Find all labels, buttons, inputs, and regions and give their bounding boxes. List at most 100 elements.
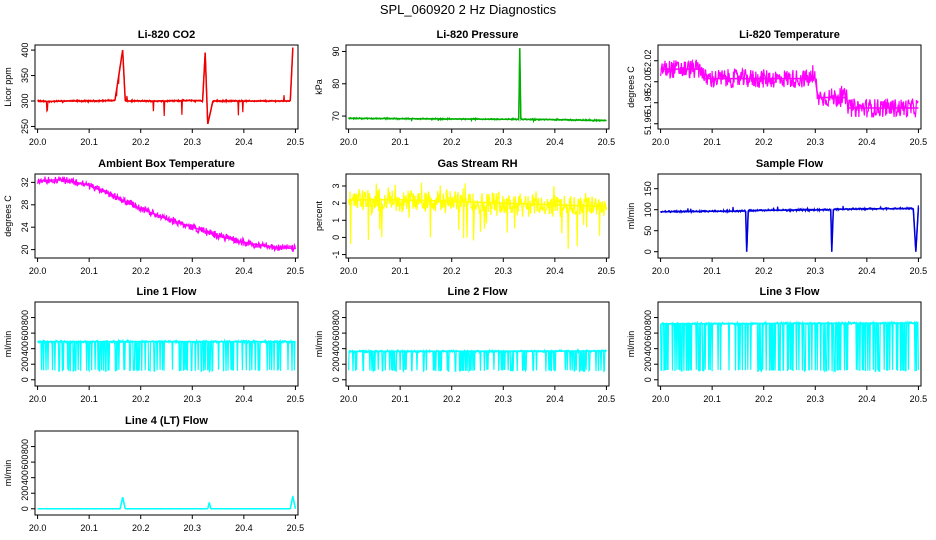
y-axis-label: ml/min	[3, 460, 13, 487]
y-tick-label: 0	[643, 249, 653, 254]
data-point-segment	[289, 496, 294, 509]
y-tick-label: 400	[643, 341, 653, 356]
y-tick-label: 200	[331, 357, 341, 372]
chart-title: Line 3 Flow	[760, 286, 820, 298]
data-point-segment	[915, 207, 920, 252]
y-tick-label: 250	[20, 119, 30, 134]
chart-panel-sample-flow: Sample Flow ml/min 20.0 20.1 20.2 20.3 20.4 20.…	[626, 158, 927, 276]
data-point-segment	[554, 204, 607, 208]
x-tick-label: 20.0	[29, 266, 47, 276]
y-tick-label: 400	[331, 341, 341, 356]
x-tick-label: 20.5	[287, 523, 305, 533]
x-tick-label: 20.5	[598, 137, 616, 147]
x-tick-label: 20.1	[391, 266, 409, 276]
chart-title: Li-820 Temperature	[739, 29, 840, 41]
x-tick-label: 20.0	[29, 523, 47, 533]
x-tick-label: 20.4	[858, 394, 876, 404]
y-tick-label: 0	[20, 377, 30, 382]
y-tick-label: 2	[331, 201, 341, 206]
x-tick-label: 20.4	[546, 266, 564, 276]
y-tick-label: 400	[20, 341, 30, 356]
data-point-segment	[748, 208, 831, 212]
data-point-segment	[166, 218, 193, 228]
y-tick-label: 0	[331, 377, 341, 382]
y-tick-label: 600	[643, 326, 653, 341]
x-tick-label: 20.4	[546, 394, 564, 404]
data-point-segment	[269, 246, 296, 250]
data-series	[660, 320, 919, 374]
x-tick-label: 20.0	[652, 266, 670, 276]
y-tick-label: -1	[331, 251, 341, 259]
chart-title: Gas Stream RH	[437, 158, 517, 170]
y-tick-label: 400	[20, 43, 30, 58]
x-tick-label: 20.1	[80, 266, 98, 276]
data-point-segment	[119, 496, 124, 509]
data-point-segment	[660, 322, 919, 325]
x-tick-label: 20.2	[132, 523, 150, 533]
data-point-segment	[701, 68, 706, 79]
y-tick-label: 0	[20, 506, 30, 511]
x-tick-label: 20.3	[807, 137, 825, 147]
plot-frame	[345, 301, 610, 387]
y-tick-label: 800	[20, 439, 30, 454]
y-axis-label: degrees C	[3, 195, 13, 237]
data-point-segment	[845, 97, 850, 109]
x-tick-label: 20.3	[807, 266, 825, 276]
y-axis-label: percent	[314, 200, 324, 231]
chart-panel-ambient-box-temperature: Ambient Box Temperature degrees C 20.0 20.1…	[3, 158, 304, 276]
chart-panel-line-1-flow: Line 1 Flow ml/min 20.0 20.1 20.2 20.3 20.4 20.…	[3, 286, 304, 404]
x-tick-label: 20.1	[80, 137, 98, 147]
data-point-segment	[833, 207, 914, 211]
figure-title: SPL_060920 2 Hz Diagnostics	[379, 2, 557, 17]
plot-frame	[657, 44, 922, 130]
x-tick-label: 20.3	[184, 266, 202, 276]
x-tick-label: 20.0	[340, 266, 358, 276]
y-axis-label: Licor ppm	[3, 67, 13, 107]
x-tick-label: 20.4	[858, 137, 876, 147]
data-point-segment	[243, 241, 270, 248]
x-tick-label: 20.4	[858, 266, 876, 276]
data-point-segment	[192, 99, 203, 102]
plot-frame	[345, 44, 610, 130]
x-tick-label: 20.5	[598, 394, 616, 404]
data-point-segment	[114, 49, 124, 101]
data-point-segment	[451, 200, 504, 204]
y-tick-label: 50	[643, 226, 653, 236]
y-axis-label: degrees C	[626, 66, 636, 108]
x-tick-label: 20.1	[703, 266, 721, 276]
data-point-segment	[814, 78, 819, 98]
y-tick-label: 1	[331, 218, 341, 223]
x-tick-label: 20.2	[132, 137, 150, 147]
x-tick-label: 20.5	[287, 394, 305, 404]
y-tick-label: 200	[20, 486, 30, 501]
y-tick-label: 70	[331, 111, 341, 121]
y-tick-label: 24	[20, 222, 30, 232]
data-series	[348, 182, 607, 249]
data-point-segment	[292, 496, 297, 509]
x-tick-label: 20.2	[132, 266, 150, 276]
x-tick-label: 20.2	[755, 266, 773, 276]
data-point-segment	[192, 226, 219, 237]
y-tick-label: 0	[643, 377, 653, 382]
x-tick-label: 20.1	[80, 523, 98, 533]
data-point-segment	[47, 100, 64, 103]
data-point-segment	[121, 50, 126, 102]
x-tick-label: 20.0	[340, 394, 358, 404]
y-tick-label: 32	[20, 177, 30, 187]
x-tick-label: 20.0	[29, 137, 47, 147]
data-series	[37, 494, 296, 511]
chart-panel-li-820-temperature: Li-820 Temperature degrees C 20.0 20.1 20.2 2…	[626, 29, 927, 147]
x-tick-label: 20.3	[807, 394, 825, 404]
x-tick-label: 20.3	[184, 394, 202, 404]
data-point-segment	[140, 208, 167, 220]
chart-title: Line 2 Flow	[448, 286, 508, 298]
plot-frame	[657, 301, 922, 387]
chart-panel-li-820-co2: Li-820 CO2 Licor ppm 20.0 20.1 20.2 20.3 20.4 2…	[3, 29, 304, 147]
y-tick-label: 52.02	[643, 49, 653, 72]
y-tick-label: 300	[20, 93, 30, 108]
x-tick-label: 20.0	[29, 394, 47, 404]
plot-frame	[34, 301, 299, 387]
x-tick-label: 20.5	[910, 137, 928, 147]
x-tick-label: 20.4	[235, 266, 253, 276]
chart-panel-gas-stream-rh: Gas Stream RH percent 20.0 20.1 20.2 20.3 20.4…	[314, 158, 615, 276]
